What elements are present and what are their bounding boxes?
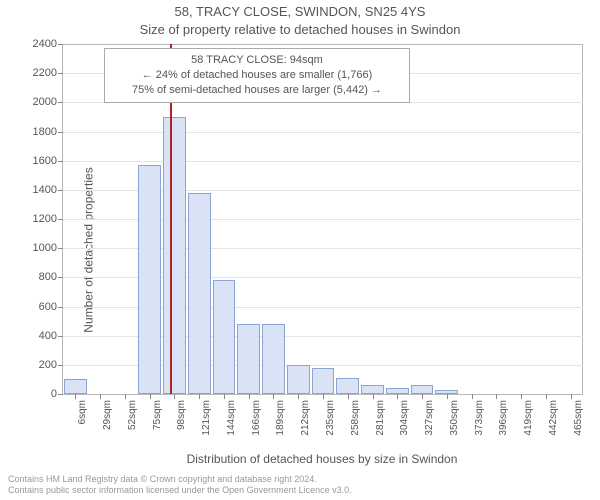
x-tick-mark bbox=[323, 394, 324, 399]
footer-line-1: Contains HM Land Registry data © Crown c… bbox=[8, 474, 592, 485]
x-tick-label: 235sqm bbox=[325, 400, 336, 436]
x-tick-label: 6sqm bbox=[77, 400, 88, 424]
x-tick-mark bbox=[521, 394, 522, 399]
x-tick-mark bbox=[348, 394, 349, 399]
x-tick-label: 144sqm bbox=[226, 400, 237, 436]
x-tick-label: 98sqm bbox=[176, 400, 187, 430]
histogram-bar bbox=[336, 378, 359, 394]
x-tick-label: 75sqm bbox=[152, 400, 163, 430]
x-tick-label: 350sqm bbox=[449, 400, 460, 436]
x-tick-mark bbox=[298, 394, 299, 399]
x-tick-mark bbox=[546, 394, 547, 399]
histogram-bar bbox=[138, 165, 161, 394]
x-tick-mark bbox=[199, 394, 200, 399]
x-tick-label: 442sqm bbox=[548, 400, 559, 436]
x-tick-label: 281sqm bbox=[375, 400, 386, 436]
x-tick-label: 419sqm bbox=[523, 400, 534, 436]
x-tick-label: 327sqm bbox=[424, 400, 435, 436]
page-title-desc: Size of property relative to detached ho… bbox=[0, 22, 600, 37]
x-axis-label: Distribution of detached houses by size … bbox=[62, 452, 582, 466]
x-tick-label: 166sqm bbox=[251, 400, 262, 436]
x-tick-mark bbox=[174, 394, 175, 399]
x-tick-label: 121sqm bbox=[201, 400, 212, 436]
x-tick-label: 52sqm bbox=[127, 400, 138, 430]
x-tick-mark bbox=[75, 394, 76, 399]
y-tick-label: 0 bbox=[51, 388, 63, 400]
histogram-bar bbox=[361, 385, 384, 394]
x-tick-label: 258sqm bbox=[350, 400, 361, 436]
y-tick-label: 1800 bbox=[33, 126, 63, 138]
histogram-bar bbox=[163, 117, 186, 394]
y-tick-label: 1000 bbox=[33, 242, 63, 254]
footer-attribution: Contains HM Land Registry data © Crown c… bbox=[8, 474, 592, 497]
x-tick-mark bbox=[422, 394, 423, 399]
callout-line-1: 58 TRACY CLOSE: 94sqm bbox=[113, 53, 401, 68]
y-tick-label: 600 bbox=[39, 301, 63, 313]
x-tick-mark bbox=[496, 394, 497, 399]
x-tick-mark bbox=[447, 394, 448, 399]
x-tick-label: 212sqm bbox=[300, 400, 311, 436]
x-tick-label: 29sqm bbox=[102, 400, 113, 430]
x-tick-mark bbox=[273, 394, 274, 399]
histogram-bar bbox=[213, 280, 236, 394]
y-tick-label: 2400 bbox=[33, 38, 63, 50]
y-tick-label: 1600 bbox=[33, 155, 63, 167]
x-tick-label: 396sqm bbox=[498, 400, 509, 436]
y-tick-label: 800 bbox=[39, 271, 63, 283]
callout-box: 58 TRACY CLOSE: 94sqm ← 24% of detached … bbox=[104, 48, 410, 103]
histogram-bar bbox=[262, 324, 285, 394]
x-tick-label: 189sqm bbox=[275, 400, 286, 436]
x-tick-mark bbox=[249, 394, 250, 399]
x-tick-mark bbox=[472, 394, 473, 399]
x-tick-mark bbox=[100, 394, 101, 399]
x-tick-mark bbox=[397, 394, 398, 399]
histogram-bar bbox=[312, 368, 335, 394]
histogram-bar bbox=[188, 193, 211, 394]
histogram-bar bbox=[411, 385, 434, 394]
callout-line-2: ← 24% of detached houses are smaller (1,… bbox=[113, 68, 401, 83]
y-tick-label: 400 bbox=[39, 330, 63, 342]
y-tick-label: 1400 bbox=[33, 184, 63, 196]
histogram-bar bbox=[64, 379, 87, 394]
x-tick-mark bbox=[571, 394, 572, 399]
x-tick-mark bbox=[373, 394, 374, 399]
y-tick-label: 200 bbox=[39, 359, 63, 371]
x-tick-mark bbox=[224, 394, 225, 399]
plot-border-top bbox=[63, 44, 583, 45]
gridline bbox=[63, 161, 583, 162]
gridline bbox=[63, 132, 583, 133]
y-tick-label: 2200 bbox=[33, 67, 63, 79]
x-tick-label: 465sqm bbox=[573, 400, 584, 436]
x-tick-label: 373sqm bbox=[474, 400, 485, 436]
x-tick-mark bbox=[150, 394, 151, 399]
y-tick-label: 1200 bbox=[33, 213, 63, 225]
x-tick-mark bbox=[125, 394, 126, 399]
footer-line-2: Contains public sector information licen… bbox=[8, 485, 592, 496]
histogram-bar bbox=[287, 365, 310, 394]
y-tick-label: 2000 bbox=[33, 96, 63, 108]
callout-line-3: 75% of semi-detached houses are larger (… bbox=[113, 83, 401, 98]
page-title-address: 58, TRACY CLOSE, SWINDON, SN25 4YS bbox=[0, 4, 600, 19]
histogram-bar bbox=[237, 324, 260, 394]
x-tick-label: 304sqm bbox=[399, 400, 410, 436]
